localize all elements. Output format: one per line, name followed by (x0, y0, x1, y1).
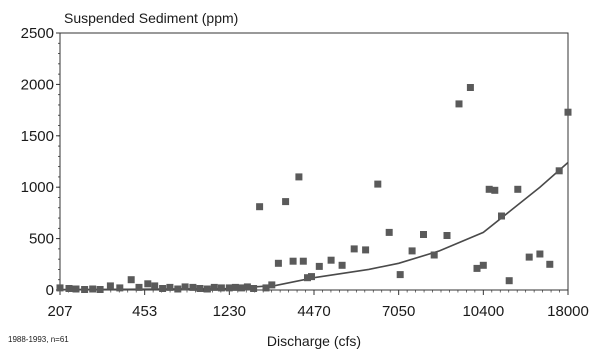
data-points (56, 84, 572, 293)
data-point (498, 212, 505, 220)
data-point (564, 108, 572, 116)
data-point (96, 286, 104, 293)
x-tick-label: 453 (132, 303, 157, 320)
x-axis-title: Discharge (cfs) (267, 333, 361, 349)
data-point (295, 173, 303, 181)
data-point (396, 271, 404, 279)
data-point (274, 259, 282, 267)
data-point (174, 285, 182, 293)
data-point (308, 273, 315, 281)
data-point (385, 228, 393, 236)
data-point (127, 276, 135, 284)
data-point (491, 186, 499, 194)
x-tick-label: 4470 (297, 303, 330, 320)
footnote: 1988-1993, n=61 (8, 335, 69, 344)
data-point (315, 262, 323, 270)
data-point (196, 285, 204, 292)
y-axis-title: Suspended Sediment (ppm) (64, 10, 238, 26)
data-point (159, 285, 167, 292)
data-point (210, 283, 218, 291)
data-point (430, 251, 438, 259)
data-point (473, 264, 481, 272)
data-point (166, 283, 174, 291)
y-axis: 0 500 1000 1500 2000 2500 (21, 25, 60, 299)
data-point (151, 282, 159, 290)
plot-frame (59, 32, 569, 291)
data-point (181, 283, 189, 291)
x-tick-label: 7050 (382, 303, 415, 320)
data-point (304, 274, 311, 282)
data-point (555, 167, 563, 175)
y-tick-label: 2500 (21, 25, 54, 42)
data-point (72, 285, 80, 293)
data-point (231, 283, 239, 291)
data-point (106, 282, 114, 290)
y-tick-label: 500 (29, 231, 54, 248)
data-point (243, 283, 251, 291)
y-tick-label: 1000 (21, 179, 54, 196)
y-tick-label: 2000 (21, 76, 54, 93)
data-point (408, 247, 416, 255)
data-point (338, 261, 346, 269)
data-point (374, 180, 382, 188)
data-point (546, 260, 554, 268)
data-point (362, 246, 370, 254)
data-point (479, 261, 487, 269)
data-point (225, 284, 233, 292)
x-axis: 207 453 1230 4470 7050 10400 18000 (47, 290, 589, 320)
data-point (350, 245, 358, 253)
data-point (420, 231, 427, 238)
x-tick-label: 10400 (462, 303, 504, 320)
data-point (443, 232, 451, 239)
data-point (505, 277, 513, 285)
data-point (455, 100, 463, 108)
y-tick-label: 1500 (21, 128, 54, 145)
data-point (466, 84, 474, 91)
data-point (217, 284, 225, 292)
data-point (144, 280, 152, 288)
data-point (189, 283, 197, 291)
y-tick-label: 0 (46, 282, 54, 299)
data-point (282, 198, 290, 206)
data-point (327, 256, 335, 264)
data-point (525, 253, 533, 261)
data-point (81, 286, 89, 293)
data-point (262, 284, 270, 292)
x-tick-label: 207 (47, 303, 72, 320)
data-point (268, 281, 276, 289)
x-tick-label: 1230 (213, 303, 246, 320)
data-point (135, 283, 143, 291)
x-tick-label: 18000 (547, 303, 589, 320)
trend-curve (59, 161, 569, 291)
data-point (238, 284, 245, 292)
data-point (485, 185, 493, 193)
data-point (299, 257, 307, 265)
data-point (256, 203, 264, 211)
data-point (89, 285, 97, 293)
data-point (289, 257, 297, 265)
data-point (116, 284, 124, 292)
data-point (56, 284, 64, 292)
data-point (203, 285, 211, 293)
data-point (536, 250, 544, 258)
data-point (65, 285, 73, 292)
data-point (250, 285, 258, 292)
data-point (514, 185, 522, 193)
